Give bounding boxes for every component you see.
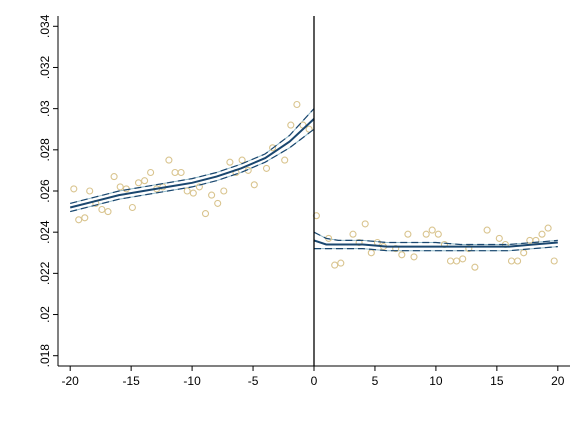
scatter-point	[104, 208, 112, 216]
x-tick-label: -20	[62, 374, 80, 388]
x-tick-label: -15	[122, 374, 140, 388]
scatter-point	[195, 183, 203, 191]
scatter-point	[183, 187, 191, 195]
scatter-point	[337, 259, 345, 267]
axes: .018 .02 .022 .024 .026 .028 .03 .032 .034 -20 -1…	[38, 14, 570, 388]
scatter-point	[428, 226, 436, 234]
scatter-point	[434, 230, 442, 238]
scatter-point	[398, 251, 406, 259]
scatter-point	[349, 230, 357, 238]
scatter-point	[495, 234, 503, 242]
scatter-point	[75, 216, 83, 224]
y-tick-label: .026	[38, 179, 52, 203]
scatter-point	[262, 164, 271, 172]
scatter-point	[361, 220, 369, 228]
plot-area	[69, 16, 558, 366]
scatter-point	[134, 179, 143, 187]
ci-left-lower-line	[70, 128, 315, 213]
scatter-point	[177, 168, 185, 177]
fitted-right-line	[313, 239, 558, 248]
y-axis-ticks: .018 .02 .022 .024 .026 .028 .03 .032 .034	[38, 14, 58, 367]
y-tick-label: .018	[38, 344, 52, 368]
y-tick-label: .024	[38, 220, 52, 244]
scatter-point	[250, 181, 258, 189]
y-tick-label: .03	[38, 100, 52, 117]
scatter-point	[70, 185, 78, 193]
scatter-point	[483, 226, 491, 234]
x-tick-label: 10	[429, 374, 443, 388]
scatter-point	[220, 187, 228, 195]
scatter-point	[116, 183, 124, 191]
y-tick-label: .032	[38, 55, 52, 79]
fitted-left-line	[69, 118, 315, 209]
y-tick-label: .022	[38, 261, 52, 285]
scatter-point	[514, 257, 522, 265]
scatter-point	[226, 158, 234, 166]
scatter-point	[410, 253, 418, 261]
scatter-point	[128, 203, 136, 212]
scatter-point	[538, 230, 546, 238]
x-tick-label: 15	[490, 374, 504, 388]
fit-layer	[69, 108, 558, 252]
scatter-point	[404, 230, 412, 238]
x-axis-ticks: -20 -15 -10 -5 0 5 10 15 20	[62, 366, 565, 388]
scatter-point	[141, 177, 149, 185]
scatter-point	[201, 210, 210, 218]
scatter-point	[165, 156, 173, 164]
scatter-point	[471, 263, 479, 271]
scatter-point	[214, 199, 222, 207]
x-tick-label: 20	[551, 374, 565, 388]
scatter-point	[293, 100, 301, 109]
x-tick-label: -5	[248, 374, 259, 388]
scatter-point	[110, 173, 118, 181]
scatter-point	[550, 257, 558, 265]
x-tick-label: -10	[183, 374, 201, 388]
y-tick-label: .028	[38, 138, 52, 162]
scatter-point	[86, 187, 94, 195]
scatter-point	[544, 224, 552, 232]
y-tick-label: .02	[38, 306, 52, 323]
scatter-point	[208, 191, 216, 199]
scatter-point	[422, 230, 430, 238]
ci-right-upper-line	[313, 231, 558, 246]
x-tick-label: 0	[311, 374, 318, 388]
x-tick-label: 5	[372, 374, 379, 388]
scatter-point	[147, 168, 155, 177]
scatter-point	[331, 261, 339, 269]
scatter-point	[453, 257, 461, 265]
scatter-point	[98, 205, 106, 214]
scatter-point	[459, 255, 467, 263]
scatter-point	[281, 156, 289, 164]
scatter-point	[287, 121, 295, 129]
scatter-point	[189, 189, 197, 197]
ci-left-upper-line	[70, 108, 315, 204]
scatter-point	[269, 144, 277, 152]
scatter-point	[81, 214, 89, 222]
ci-right-lower-line	[314, 246, 558, 252]
y-tick-label: .034	[38, 14, 52, 38]
